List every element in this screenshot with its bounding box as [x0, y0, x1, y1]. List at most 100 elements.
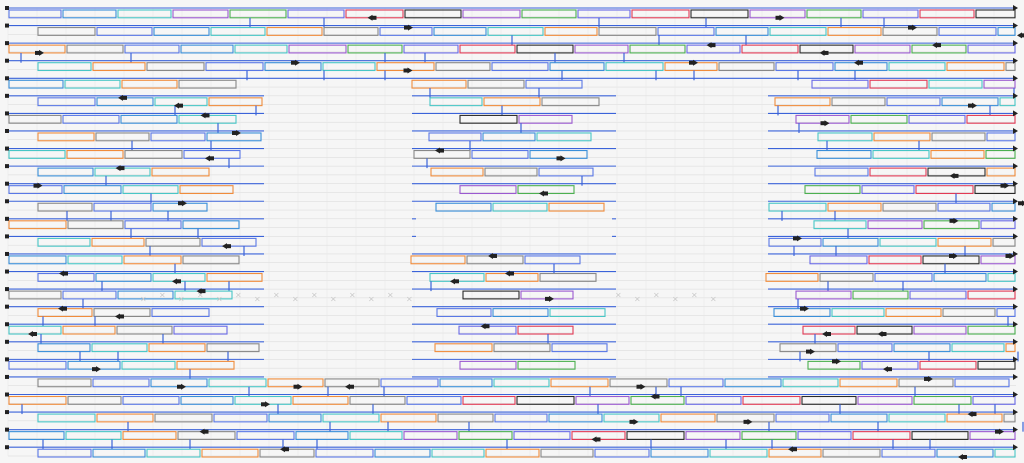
end-arrow-icon: [1013, 321, 1018, 328]
end-square-icon: [5, 339, 9, 344]
strand-segment: [967, 44, 1016, 54]
strand-segment: [146, 62, 205, 72]
end-arrow-icon: [488, 252, 493, 259]
end-square-icon: [5, 216, 9, 221]
strand-segment: [403, 44, 459, 54]
strand-segment: [540, 448, 594, 458]
end-square-icon: [35, 50, 39, 55]
end-square-icon: [493, 253, 497, 258]
strand-segment: [492, 308, 549, 318]
end-arrow-icon: [435, 147, 440, 154]
end-square-icon: [201, 289, 206, 294]
end-arrow-icon: [953, 217, 959, 224]
strand-segment: [292, 395, 349, 405]
strand-segment: [913, 395, 972, 405]
strand-segment: [67, 395, 122, 405]
end-square-icon: [636, 384, 641, 389]
end-square-icon: [963, 455, 967, 459]
strand-segment: [822, 448, 881, 458]
end-square-icon: [227, 244, 231, 249]
end-arrow-icon: [505, 270, 510, 277]
end-arrow-icon: [693, 59, 698, 66]
end-arrow-icon: [1013, 233, 1018, 240]
end-arrow-icon: [480, 323, 486, 330]
unpaired-marker: ×: [691, 290, 698, 299]
end-square-icon: [205, 113, 210, 118]
strand-segment: [96, 413, 154, 423]
strand-segment: [862, 9, 919, 19]
end-square-icon: [177, 279, 181, 284]
strand-segment: [974, 185, 1016, 195]
strand-segment: [928, 79, 983, 89]
strand-segment: [741, 44, 799, 54]
end-square-icon: [178, 201, 182, 206]
end-arrow-icon: [37, 182, 43, 189]
strand-segment: [121, 79, 178, 89]
end-square-icon: [711, 43, 716, 48]
strand-segment: [741, 431, 797, 440]
strand-segment: [999, 97, 1016, 107]
strand-segment: [930, 149, 985, 159]
strand-segment: [121, 360, 176, 370]
end-arrow-icon: [1013, 409, 1018, 416]
end-arrow-icon: [1013, 303, 1018, 310]
end-square-icon: [949, 218, 954, 223]
end-square-icon: [972, 412, 977, 417]
strand-segment: [434, 343, 493, 353]
strand-segment: [911, 431, 969, 440]
end-arrow-icon: [196, 288, 202, 295]
strand-segment: [92, 448, 146, 458]
strand-segment: [685, 395, 742, 405]
end-arrow-icon: [1013, 356, 1018, 363]
end-arrow-icon: [854, 59, 859, 66]
strand-segment: [873, 132, 931, 142]
end-square-icon: [5, 146, 9, 151]
end-arrow-icon: [932, 42, 937, 49]
end-arrow-icon: [39, 49, 44, 56]
strand-segment: [437, 413, 494, 423]
strand-segment: [37, 167, 94, 177]
unpaired-marker: ×: [653, 290, 660, 299]
strand-segment: [882, 202, 937, 212]
end-square-icon: [556, 156, 561, 161]
end-arrow-icon: [877, 331, 883, 338]
end-arrow-icon: [1013, 286, 1018, 293]
unpaired-marker: ×: [159, 290, 166, 299]
end-arrow-icon: [265, 401, 270, 408]
strand-segment: [937, 202, 991, 212]
strand-segment: [806, 9, 862, 19]
unpaired-marker: ×: [235, 290, 242, 299]
strand-segment: [769, 27, 827, 36]
strand-segment: [487, 27, 544, 36]
end-square-icon: [5, 234, 9, 239]
strand-segment: [852, 290, 909, 300]
end-square-icon: [743, 419, 748, 424]
strand-segment: [403, 431, 458, 440]
end-arrow-icon: [407, 67, 413, 74]
strand-segment: [888, 413, 946, 423]
strand-segment: [172, 9, 229, 19]
unpaired-marker: ×: [197, 290, 204, 299]
end-square-icon: [5, 23, 9, 28]
strand-segment: [146, 448, 201, 458]
strand-segment: [65, 431, 122, 440]
strand-segment: [124, 220, 182, 230]
strand-segment: [908, 114, 966, 124]
strand-segment: [8, 290, 62, 300]
end-arrow-icon: [706, 42, 712, 49]
strand-segment: [575, 395, 630, 405]
strand-segment: [980, 220, 1016, 230]
strand-segment: [37, 413, 96, 423]
unpaired-marker: ×: [330, 294, 337, 303]
end-square-icon: [596, 437, 601, 442]
strand-segment: [467, 79, 525, 89]
strand-segment: [539, 272, 597, 282]
unpaired-marker: ×: [140, 294, 147, 303]
end-square-icon: [232, 130, 236, 135]
strand-segment: [577, 9, 631, 19]
strand-segment: [153, 27, 210, 36]
end-arrow-icon: [1013, 127, 1018, 134]
strand-segment: [176, 360, 235, 370]
strand-segment: [975, 9, 1016, 19]
strand-segment: [180, 395, 234, 405]
